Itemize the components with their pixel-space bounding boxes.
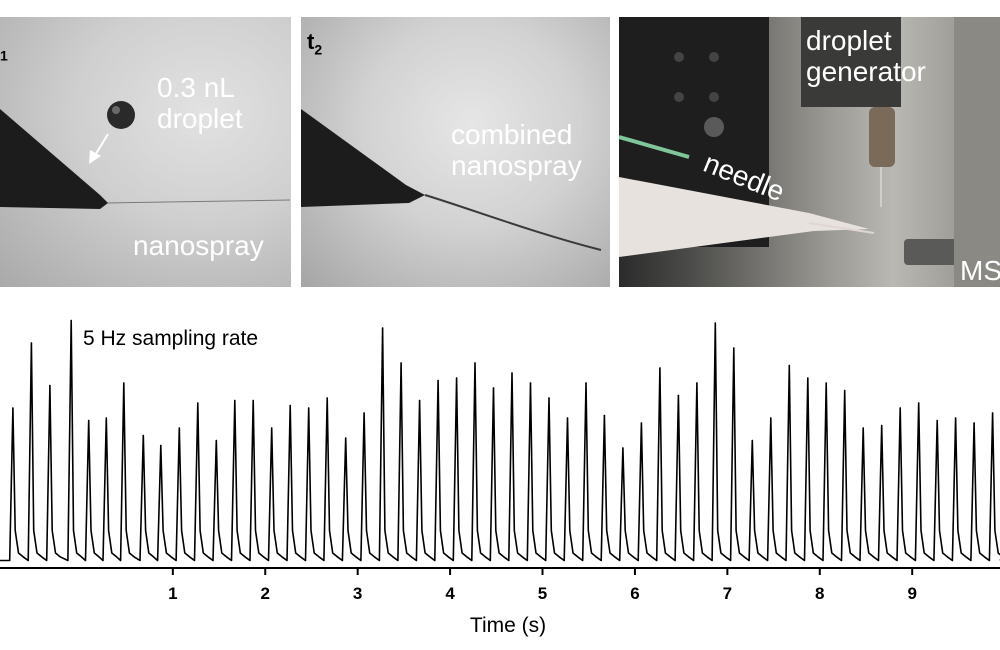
- combined-nanospray-label: combined nanospray: [451, 119, 582, 181]
- peak-point: [234, 399, 236, 402]
- peak-point: [30, 342, 33, 344]
- peak-point: [733, 347, 735, 349]
- peak-point: [49, 384, 51, 387]
- droplet-generator-body: [801, 17, 901, 107]
- x-tick-label: 4: [445, 584, 455, 603]
- peak-point: [548, 397, 550, 399]
- x-tick-label: 5: [538, 584, 547, 603]
- droplet-highlight: [112, 106, 120, 114]
- nanospray-label: nanospray: [133, 230, 264, 261]
- peak-point: [677, 394, 680, 397]
- droplet-volume-label: 0.3 nL droplet: [157, 72, 243, 134]
- peak-point: [936, 419, 938, 422]
- peak-point: [492, 387, 495, 389]
- nanospray-tip: [0, 109, 108, 209]
- peak-point: [843, 389, 846, 392]
- x-tick-label: 6: [630, 584, 639, 603]
- peak-point: [197, 402, 199, 404]
- arrow-shaft: [93, 133, 109, 158]
- signal-series-line: [0, 319, 1000, 562]
- peak-point: [917, 402, 920, 404]
- t2-micrograph: [301, 109, 602, 251]
- x-tick-label: 1: [168, 584, 177, 603]
- peak-point: [326, 397, 329, 399]
- peak-point: [566, 417, 569, 419]
- trace-layer: [0, 319, 1000, 562]
- peak-point: [899, 407, 901, 409]
- peak-point: [714, 322, 717, 324]
- peak-point: [585, 382, 587, 384]
- peak-point: [511, 372, 513, 374]
- sampling-rate-annotation: 5 Hz sampling rate: [83, 327, 258, 350]
- setup-photo: [619, 17, 1000, 287]
- x-tick-label: 2: [261, 584, 270, 603]
- peak-point: [215, 439, 218, 442]
- peak-point: [270, 427, 273, 429]
- photo-panel-setup: droplet generator needle MS: [619, 17, 1000, 287]
- ms-label: MS: [960, 255, 1000, 286]
- peak-point: [603, 414, 606, 417]
- peak-point: [344, 437, 347, 439]
- x-tick-label: 9: [907, 584, 916, 603]
- needle: [808, 222, 875, 234]
- signal-trace-chart: 1 2 3 4 5 6 7 8 9 5 Hz sampling rate Time (s): [0, 319, 1000, 637]
- peak-point: [862, 427, 864, 429]
- peak-point: [437, 379, 439, 382]
- peak-point: [307, 407, 310, 409]
- peak-point: [954, 417, 957, 419]
- peak-point: [418, 399, 421, 402]
- peak-point: [105, 417, 108, 419]
- peak-point: [160, 444, 162, 447]
- peak-point: [991, 412, 994, 414]
- peak-point: [640, 422, 643, 424]
- peak-point: [289, 404, 292, 407]
- peak-point: [529, 382, 532, 384]
- combined-spray-jet: [424, 194, 602, 251]
- x-axis-ticks: 1 2 3 4 5 6 7 8 9: [168, 568, 917, 603]
- peak-point: [400, 362, 402, 364]
- peak-point: [142, 434, 145, 437]
- x-tick-label: 3: [353, 584, 362, 603]
- peak-point: [178, 427, 181, 429]
- peak-point: [696, 382, 698, 384]
- peak-point: [973, 422, 975, 424]
- photo-panel-t1: 1 0.3 nL droplet nanospray: [0, 17, 291, 287]
- nanospray-jet: [107, 199, 291, 204]
- peak-point: [381, 327, 384, 329]
- peak-point: [363, 412, 365, 414]
- peak-point: [455, 377, 458, 379]
- peak-point: [807, 377, 809, 379]
- peak-point: [659, 367, 661, 369]
- ms-inlet: [904, 239, 964, 265]
- peak-point: [622, 447, 624, 449]
- nanospray-tip: [301, 109, 425, 207]
- x-tick-label: 7: [723, 584, 732, 603]
- arrow-icon: [89, 150, 101, 164]
- peak-point: [788, 364, 791, 367]
- peak-point: [123, 382, 125, 384]
- droplet: [107, 101, 135, 129]
- peak-point: [474, 362, 476, 364]
- droplet-generator-nozzle: [869, 107, 895, 167]
- peak-point: [880, 424, 883, 427]
- peak-point: [12, 407, 14, 409]
- time-label-t2: t2: [307, 29, 323, 58]
- droplet-generator-label: droplet generator: [806, 25, 926, 87]
- peak-point: [70, 319, 72, 322]
- time-label-t1: 1: [0, 47, 8, 64]
- photo-panel-t2: t2 combined nanospray: [301, 17, 610, 287]
- peak-point: [252, 399, 254, 402]
- peak-point: [825, 382, 827, 384]
- adjust-knob: [704, 117, 724, 137]
- peak-point: [770, 417, 772, 419]
- x-axis-title: Time (s): [470, 614, 546, 637]
- peak-point: [751, 439, 754, 442]
- needle-holder: [619, 177, 869, 257]
- capillary-line: [619, 135, 690, 159]
- peak-point: [87, 419, 90, 422]
- x-tick-label: 8: [815, 584, 824, 603]
- t1-micrograph: [0, 101, 291, 209]
